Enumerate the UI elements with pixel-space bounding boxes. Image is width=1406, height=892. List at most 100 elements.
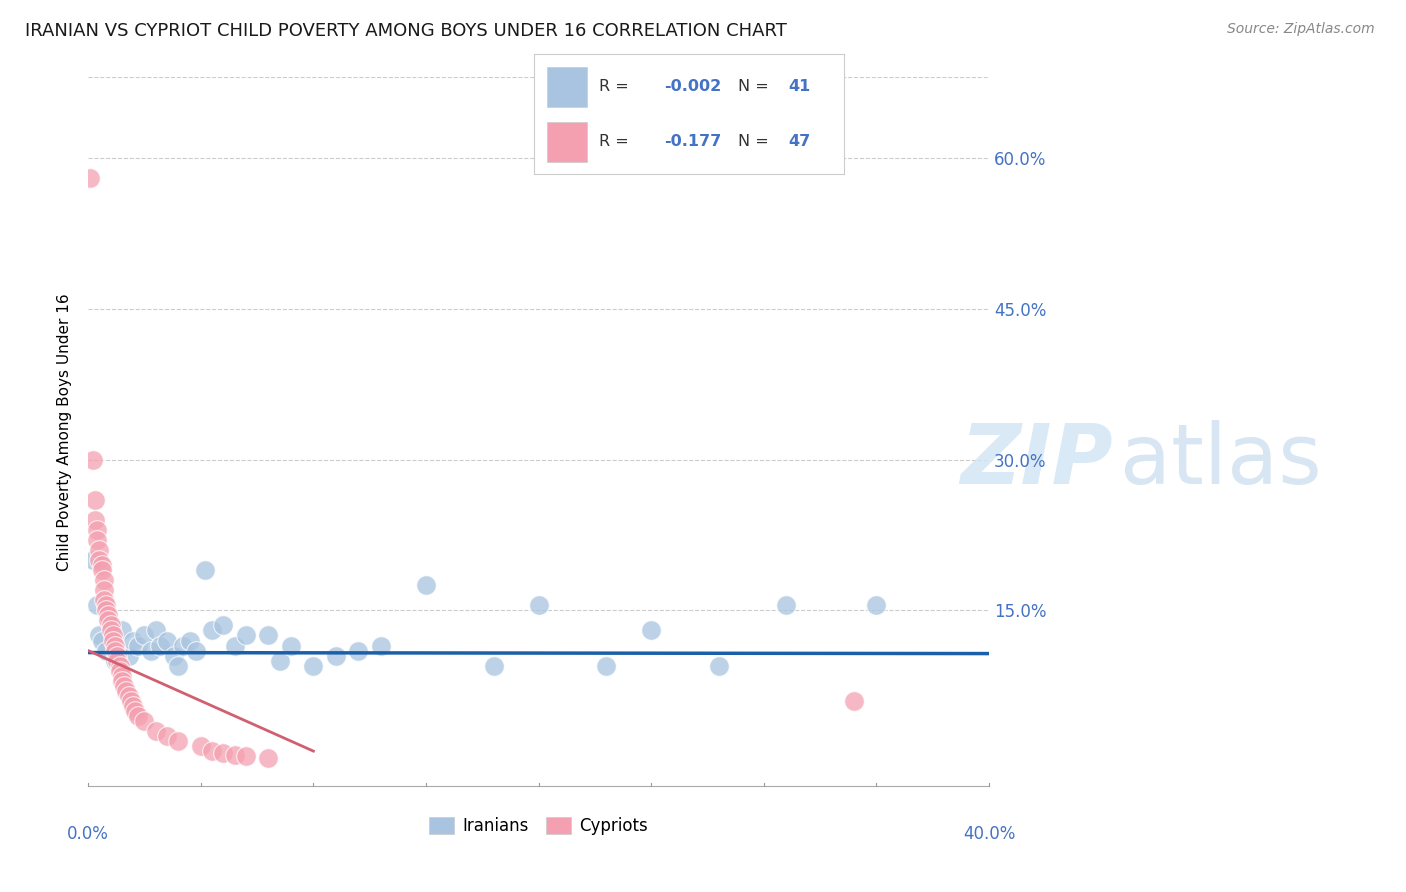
Point bbox=[179, 633, 201, 648]
Point bbox=[115, 683, 138, 698]
Point bbox=[141, 643, 163, 657]
Point bbox=[100, 624, 122, 638]
Point bbox=[145, 624, 167, 638]
Point bbox=[82, 553, 104, 567]
Point bbox=[482, 658, 505, 673]
Point bbox=[82, 452, 104, 467]
Point bbox=[865, 599, 887, 613]
Point bbox=[149, 639, 172, 653]
Text: ZIP: ZIP bbox=[960, 420, 1114, 500]
Point bbox=[370, 639, 392, 653]
Point bbox=[280, 639, 302, 653]
Point bbox=[86, 523, 108, 537]
Point bbox=[101, 628, 124, 642]
Point bbox=[108, 664, 131, 678]
Point bbox=[100, 618, 122, 632]
Point bbox=[145, 724, 167, 739]
Point bbox=[224, 748, 246, 763]
Point bbox=[122, 698, 145, 713]
Point bbox=[134, 628, 156, 642]
Text: 41: 41 bbox=[787, 78, 810, 94]
Point bbox=[122, 633, 145, 648]
Point bbox=[186, 643, 208, 657]
Point bbox=[134, 714, 156, 728]
Point bbox=[104, 639, 127, 653]
Text: 0.0%: 0.0% bbox=[67, 824, 110, 843]
Point bbox=[640, 624, 662, 638]
Point bbox=[118, 648, 141, 663]
Point bbox=[120, 694, 142, 708]
Point bbox=[104, 654, 127, 668]
Point bbox=[127, 639, 149, 653]
Point bbox=[93, 573, 115, 587]
Point bbox=[257, 751, 280, 765]
Point bbox=[86, 599, 108, 613]
Point bbox=[156, 633, 179, 648]
Point bbox=[96, 599, 118, 613]
Text: N =: N = bbox=[738, 78, 769, 94]
Point bbox=[97, 614, 120, 628]
Point bbox=[257, 628, 280, 642]
Point bbox=[302, 658, 325, 673]
Text: N =: N = bbox=[738, 134, 769, 149]
Point bbox=[108, 658, 131, 673]
Point bbox=[707, 658, 730, 673]
Point bbox=[111, 669, 134, 683]
Text: -0.177: -0.177 bbox=[664, 134, 721, 149]
Text: R =: R = bbox=[599, 134, 628, 149]
Point bbox=[107, 648, 129, 663]
Text: Source: ZipAtlas.com: Source: ZipAtlas.com bbox=[1227, 22, 1375, 37]
Text: atlas: atlas bbox=[1119, 420, 1322, 500]
Point bbox=[89, 628, 111, 642]
Point bbox=[111, 673, 134, 688]
Point bbox=[163, 648, 186, 663]
Point bbox=[84, 513, 107, 527]
Point bbox=[127, 709, 149, 723]
Point bbox=[79, 171, 101, 186]
Point bbox=[90, 563, 112, 577]
Point bbox=[100, 618, 122, 632]
Point bbox=[96, 603, 118, 617]
Legend: Iranians, Cypriots: Iranians, Cypriots bbox=[423, 810, 655, 842]
Point bbox=[201, 744, 224, 758]
Point bbox=[104, 643, 127, 657]
Point bbox=[118, 689, 141, 703]
FancyBboxPatch shape bbox=[547, 67, 586, 106]
Point bbox=[90, 633, 112, 648]
Point bbox=[224, 639, 246, 653]
Point bbox=[96, 643, 118, 657]
Point bbox=[86, 533, 108, 547]
Point bbox=[89, 553, 111, 567]
Point bbox=[347, 643, 370, 657]
Point bbox=[93, 583, 115, 598]
Point bbox=[156, 729, 179, 743]
Point bbox=[101, 633, 124, 648]
Point bbox=[90, 558, 112, 573]
Point bbox=[93, 593, 115, 607]
Point bbox=[212, 618, 235, 632]
Point bbox=[269, 654, 291, 668]
Point bbox=[235, 628, 257, 642]
Text: IRANIAN VS CYPRIOT CHILD POVERTY AMONG BOYS UNDER 16 CORRELATION CHART: IRANIAN VS CYPRIOT CHILD POVERTY AMONG B… bbox=[25, 22, 787, 40]
Point bbox=[97, 608, 120, 623]
Point bbox=[124, 704, 146, 718]
Point bbox=[107, 654, 129, 668]
Point bbox=[595, 658, 617, 673]
Point bbox=[415, 578, 437, 592]
Point bbox=[194, 563, 217, 577]
Point bbox=[201, 624, 224, 638]
Point bbox=[842, 694, 865, 708]
Text: 40.0%: 40.0% bbox=[963, 824, 1015, 843]
Point bbox=[172, 639, 194, 653]
Text: -0.002: -0.002 bbox=[664, 78, 721, 94]
Point bbox=[527, 599, 550, 613]
Text: 47: 47 bbox=[787, 134, 810, 149]
Y-axis label: Child Poverty Among Boys Under 16: Child Poverty Among Boys Under 16 bbox=[58, 293, 72, 571]
FancyBboxPatch shape bbox=[547, 122, 586, 161]
Point bbox=[167, 734, 190, 748]
Point bbox=[235, 749, 257, 764]
Point bbox=[325, 648, 347, 663]
Point bbox=[112, 679, 135, 693]
Point bbox=[111, 624, 134, 638]
Point bbox=[190, 739, 212, 753]
